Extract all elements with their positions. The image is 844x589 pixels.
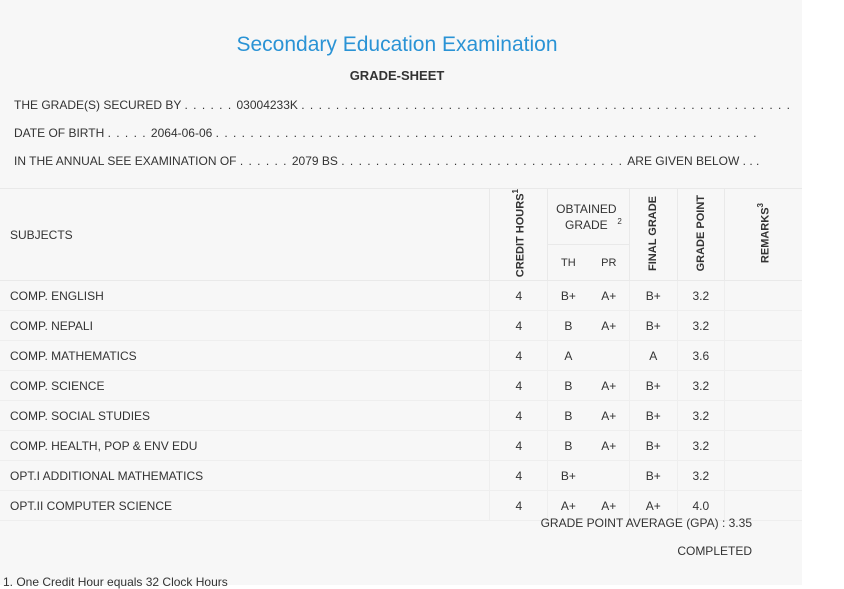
pr-grade-cell: A+: [588, 310, 630, 342]
th-grade-cell: B: [547, 430, 589, 462]
final-grade-cell: B+: [629, 310, 678, 342]
credit-cell: 4: [489, 460, 548, 492]
status-text: COMPLETED: [677, 544, 752, 558]
subject-cell: COMP. SOCIAL STUDIES: [0, 400, 490, 432]
pr-header: PR: [588, 244, 630, 282]
subject-cell: COMP. HEALTH, POP & ENV EDU: [0, 430, 490, 462]
credit-cell: 4: [489, 340, 548, 372]
symbol-number-label: THE GRADE(S) SECURED BY: [14, 98, 182, 112]
dob-value: 2064-06-06: [150, 126, 213, 140]
pr-grade-cell: A+: [588, 400, 630, 432]
credit-cell: 4: [489, 490, 548, 522]
credit-cell: 4: [489, 400, 548, 432]
dob-label: DATE OF BIRTH: [14, 126, 105, 140]
th-header: TH: [547, 244, 589, 282]
credit-cell: 4: [489, 430, 548, 462]
exam-suffix: ARE GIVEN BELOW . . .: [627, 154, 760, 168]
subject-cell: COMP. ENGLISH: [0, 280, 490, 312]
grade-sheet-heading: GRADE-SHEET: [349, 68, 445, 83]
pr-grade-cell: [588, 340, 630, 372]
table-row: OPT.II COMPUTER SCIENCE 4 A+ A+ A+ 4.0: [0, 490, 802, 522]
final-grade-cell: B+: [629, 400, 678, 432]
th-grade-cell: A: [547, 340, 589, 372]
th-grade-cell: B+: [547, 460, 589, 492]
credit-cell: 4: [489, 370, 548, 402]
subject-cell: COMP. NEPALI: [0, 310, 490, 342]
remarks-cell: [724, 310, 802, 342]
table-row: COMP. NEPALI 4 B A+ B+ 3.2: [0, 310, 802, 342]
grade-point-cell: 3.2: [676, 460, 725, 492]
grade-point-cell: 3.2: [676, 310, 725, 342]
grade-point-cell: 3.2: [676, 370, 725, 402]
remarks-cell: [724, 490, 802, 522]
final-grade-cell: B+: [629, 280, 678, 312]
page-title: Secondary Education Examination: [236, 33, 558, 56]
th-grade-cell: A+: [547, 490, 589, 522]
grade-sheet: Secondary Education Examination GRADE-SH…: [0, 33, 802, 589]
pr-grade-cell: A+: [588, 280, 630, 312]
final-grade-header: FINAL GRADE: [629, 187, 678, 282]
credit-cell: 4: [489, 280, 548, 312]
pr-grade-cell: A+: [588, 370, 630, 402]
table-row: COMP. ENGLISH 4 B+ A+ B+ 3.2: [0, 280, 802, 312]
remarks-header: REMARKS3: [724, 187, 802, 282]
exam-year-value: 2079 BS: [291, 154, 338, 168]
th-grade-cell: B+: [547, 280, 589, 312]
symbol-number-line: THE GRADE(S) SECURED BY . . . . . . 0300…: [14, 98, 791, 112]
remarks-cell: [724, 400, 802, 432]
grade-point-cell: 3.2: [676, 430, 725, 462]
table-row: COMP. SCIENCE 4 B A+ B+ 3.2: [0, 370, 802, 402]
credit-cell: 4: [489, 310, 548, 342]
grade-point-header: GRADE POINT: [676, 187, 725, 282]
pr-grade-cell: A+: [588, 430, 630, 462]
remarks-cell: [724, 340, 802, 372]
table-row: COMP. SOCIAL STUDIES 4 B A+ B+ 3.2: [0, 400, 802, 432]
remarks-cell: [724, 430, 802, 462]
subject-cell: OPT.II COMPUTER SCIENCE: [0, 490, 490, 522]
subject-cell: COMP. SCIENCE: [0, 370, 490, 402]
remarks-cell: [724, 460, 802, 492]
final-grade-cell: B+: [629, 370, 678, 402]
symbol-number-value: 03004233K: [236, 98, 298, 112]
final-grade-cell: B+: [629, 460, 678, 492]
grade-point-cell: 3.2: [676, 280, 725, 312]
footnote: 1. One Credit Hour equals 32 Clock Hours: [3, 575, 228, 589]
pr-grade-cell: A+: [588, 490, 630, 522]
th-grade-cell: B: [547, 370, 589, 402]
exam-line: IN THE ANNUAL SEE EXAMINATION OF . . . .…: [14, 154, 760, 168]
final-grade-cell: A+: [629, 490, 678, 522]
exam-label: IN THE ANNUAL SEE EXAMINATION OF: [14, 154, 237, 168]
th-grade-cell: B: [547, 400, 589, 432]
gpa-summary: GRADE POINT AVERAGE (GPA) : 3.35: [540, 516, 752, 530]
obtained-grade-header: OBTAINED GRADE 2: [547, 187, 630, 246]
grade-point-cell: 4.0: [676, 490, 725, 522]
final-grade-cell: B+: [629, 430, 678, 462]
subject-cell: OPT.I ADDITIONAL MATHEMATICS: [0, 460, 490, 492]
remarks-cell: [724, 370, 802, 402]
table-row: COMP. MATHEMATICS 4 A A 3.6: [0, 340, 802, 372]
subject-cell: COMP. MATHEMATICS: [0, 340, 490, 372]
table-row: OPT.I ADDITIONAL MATHEMATICS 4 B+ B+ 3.2: [0, 460, 802, 492]
final-grade-cell: A: [629, 340, 678, 372]
dob-line: DATE OF BIRTH . . . . . 2064-06-06 . . .…: [14, 126, 758, 140]
grade-point-cell: 3.2: [676, 400, 725, 432]
pr-grade-cell: [588, 460, 630, 492]
th-grade-cell: B: [547, 310, 589, 342]
grades-table: SUBJECTS CREDIT HOURS1 OBTAINED GRADE 2 F…: [0, 187, 802, 522]
subjects-header: SUBJECTS: [0, 187, 490, 282]
credit-hours-header: CREDIT HOURS1: [489, 187, 548, 282]
table-row: COMP. HEALTH, POP & ENV EDU 4 B A+ B+ 3.…: [0, 430, 802, 462]
grade-point-cell: 3.6: [676, 340, 725, 372]
remarks-cell: [724, 280, 802, 312]
